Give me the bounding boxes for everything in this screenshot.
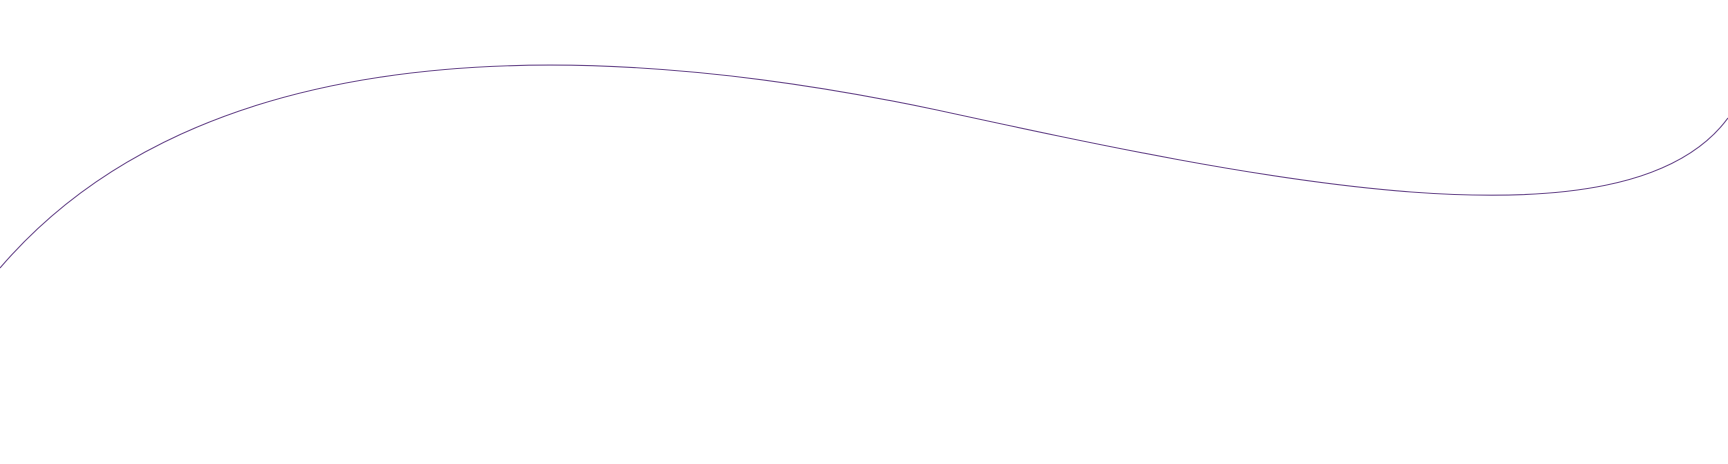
- decorative-wave: [0, 64, 1728, 269]
